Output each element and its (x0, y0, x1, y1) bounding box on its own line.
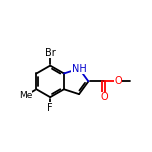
Text: NH: NH (72, 64, 86, 74)
Text: O: O (100, 92, 108, 102)
Text: Br: Br (45, 48, 56, 58)
Text: O: O (114, 76, 122, 86)
Text: F: F (47, 103, 53, 113)
Text: Me: Me (19, 91, 32, 100)
